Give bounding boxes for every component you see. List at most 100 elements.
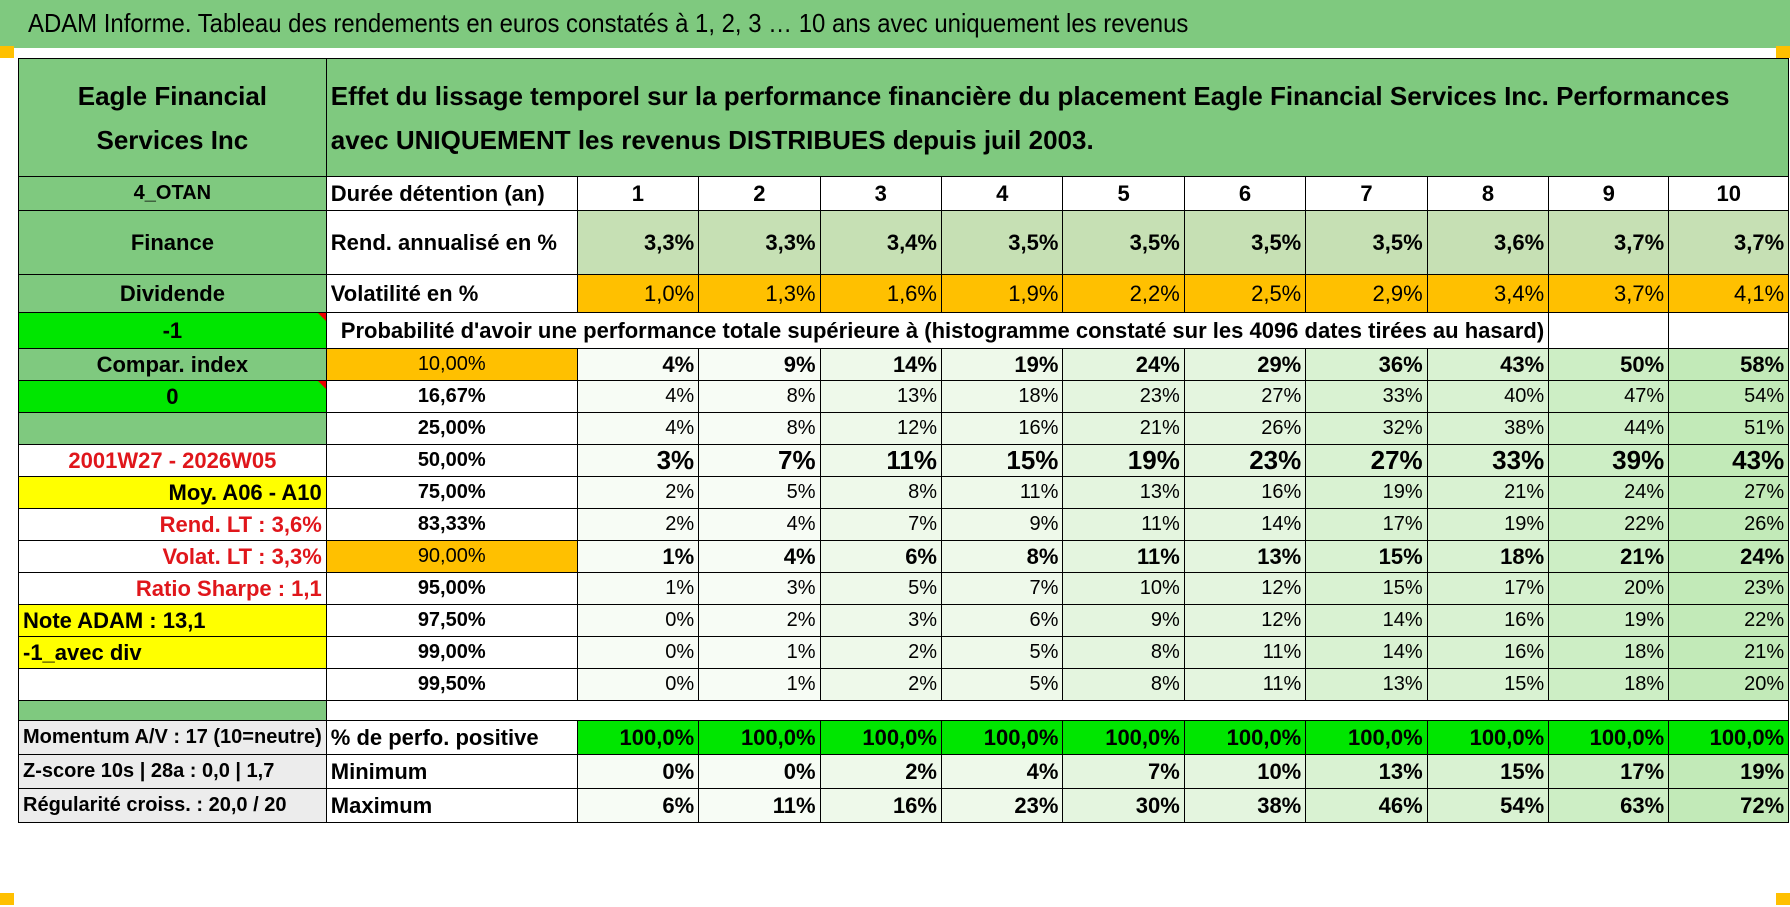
prob-value-cell: 16% [940,412,1064,445]
prob-value-cell: 18% [1426,540,1550,573]
stat-side-cell: Régularité croiss. : 20,0 / 20 [18,788,327,823]
prob-value-cell: 6% [819,540,942,573]
moy-cell: Moy. A06 - A10 [18,476,327,509]
prob-value-cell: 19% [1426,508,1550,541]
prob-value-cell: 14% [1183,508,1307,541]
prob-value-cell: 17% [1426,572,1550,605]
stat-value-cell: 10% [1183,754,1307,789]
stat-value-cell: 72% [1668,788,1790,823]
prob-value-cell: 47% [1548,380,1670,413]
vol-value-cell: 2,5% [1183,274,1307,313]
prob-value-cell: 5% [698,476,821,509]
corner-marker [0,46,14,58]
vol-value-cell: 2,2% [1062,274,1185,313]
threshold-cell: 10,00% [325,348,578,381]
report-title: ADAM Informe. Tableau des rendements en … [28,8,1189,38]
prob-value-cell: 1% [576,540,700,573]
prob-value-cell: 24% [1062,348,1185,381]
prob-value-cell: 4% [576,412,700,445]
rend-value-cell: 3,3% [576,210,700,275]
threshold-cell: 75,00% [325,476,578,509]
prob-value-cell: 2% [698,604,821,637]
prob-value-cell: 27% [1305,444,1428,477]
prob-value-cell: 8% [1062,668,1185,701]
stat-value-cell: 46% [1305,788,1428,823]
spacer-cell [325,700,1790,721]
vol-value-cell: 2,9% [1305,274,1428,313]
performance-table: Eagle Financial Services Inc Effet du li… [18,58,1790,823]
prob-value-cell: 21% [1668,636,1790,669]
prob-value-cell: 51% [1668,412,1790,445]
year-header-cell: 6 [1183,176,1307,211]
prob-value-cell: 12% [1183,572,1307,605]
stat-value-cell: 100,0% [1183,720,1307,755]
vol-value-cell: 4,1% [1668,274,1790,313]
prob-value-cell: 19% [940,348,1064,381]
prob-value-cell: 16% [1426,636,1550,669]
prob-value-cell: 18% [1548,636,1670,669]
rend-value-cell: 3,5% [1183,210,1307,275]
rend-value-cell: 3,5% [1062,210,1185,275]
prob-value-cell: 4% [698,540,821,573]
prob-value-cell: 11% [1183,668,1307,701]
corner-marker [1776,893,1790,905]
threshold-cell: 50,00% [325,444,578,477]
prob-value-cell: 5% [940,668,1064,701]
prob-value-cell: 8% [940,540,1064,573]
period-cell: 2001W27 - 2026W05 [18,444,327,477]
prob-value-cell: 11% [1062,540,1185,573]
rend-value-cell: 3,4% [819,210,942,275]
prob-value-cell: 7% [819,508,942,541]
prob-value-cell: 13% [1062,476,1185,509]
duree-label: Durée détention (an) [325,176,578,211]
prob-value-cell: 19% [1548,604,1670,637]
compar-index-cell: Compar. index [18,348,327,381]
vol-value-cell: 3,4% [1426,274,1550,313]
prob-value-cell: 44% [1548,412,1670,445]
prob-value-cell: 3% [698,572,821,605]
empty-cell [1668,312,1790,349]
prob-value-cell: 2% [819,668,942,701]
prob-value-cell: 20% [1548,572,1670,605]
prob-value-cell: 8% [1062,636,1185,669]
prob-value-cell: 13% [1183,540,1307,573]
title-bar: ADAM Informe. Tableau des rendements en … [0,0,1790,48]
prob-value-cell: 5% [940,636,1064,669]
stat-value-cell: 16% [819,788,942,823]
vol-label: Volatilité en % [325,274,578,313]
stat-value-cell: 100,0% [576,720,700,755]
prob-value-cell: 27% [1183,380,1307,413]
rend-label: Rend. annualisé en % [325,210,578,275]
prob-value-cell: 5% [819,572,942,605]
stat-value-cell: 100,0% [819,720,942,755]
spacer-cell [18,700,327,721]
prob-value-cell: 12% [819,412,942,445]
note-adam-cell: Note ADAM : 13,1 [18,604,327,637]
year-header-cell: 2 [698,176,821,211]
prob-value-cell: 18% [940,380,1064,413]
stat-label-cell: Minimum [325,754,578,789]
prob-value-cell: 13% [819,380,942,413]
rend-value-cell: 3,3% [698,210,821,275]
zero-cell[interactable]: 0 [18,380,327,413]
prob-value-cell: 19% [1305,476,1428,509]
prob-label: Probabilité d'avoir une performance tota… [325,312,1550,349]
prob-value-cell: 1% [698,636,821,669]
prob-value-cell: 23% [1183,444,1307,477]
avec-div-cell: -1_avec div [18,636,327,669]
empty-cell [1548,312,1670,349]
threshold-cell: 83,33% [325,508,578,541]
stat-side-cell: Momentum A/V : 17 (10=neutre) [18,720,327,755]
year-header-cell: 5 [1062,176,1185,211]
minus-one-cell[interactable]: -1 [18,312,327,349]
prob-value-cell: 0% [576,604,700,637]
prob-value-cell: 22% [1548,508,1670,541]
prob-value-cell: 23% [1062,380,1185,413]
stat-value-cell: 100,0% [1548,720,1670,755]
prob-value-cell: 14% [1305,604,1428,637]
prob-value-cell: 21% [1426,476,1550,509]
rend-value-cell: 3,6% [1426,210,1550,275]
stat-value-cell: 17% [1548,754,1670,789]
stat-value-cell: 30% [1062,788,1185,823]
stat-value-cell: 0% [698,754,821,789]
